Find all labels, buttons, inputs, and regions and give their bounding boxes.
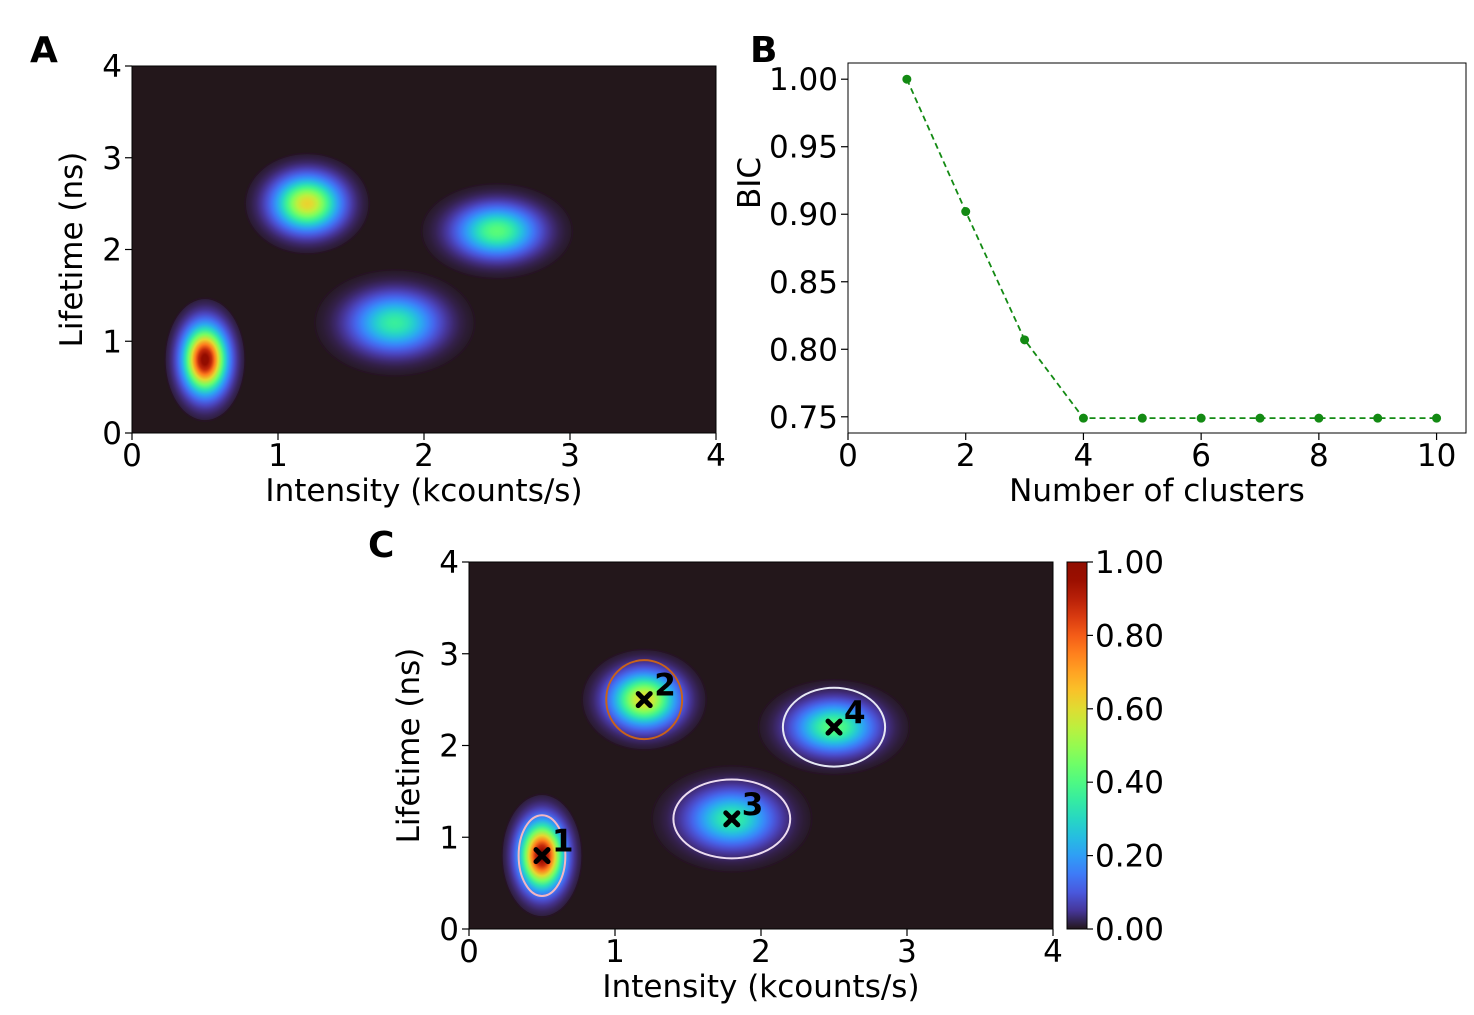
b-data-point [1078,413,1088,423]
c-y-tick-label: 3 [439,637,459,673]
panel-letter-b: B [750,30,777,71]
panel-letter-a: A [30,30,58,71]
c-density-outline [757,678,911,776]
c-density-outline [581,648,708,751]
c-colorbar-tick-label: 0.00 [1095,912,1164,948]
a-density-outline [164,297,246,422]
c-cluster-center-marker [533,847,551,865]
c-cluster-label: 4 [844,695,866,731]
b-x-tick-label: 2 [956,438,976,474]
c-colorbar-tick-label: 0.40 [1095,765,1164,801]
b-y-tick-label: 0.90 [769,197,838,233]
c-x-tick-label: 4 [1043,934,1063,970]
b-y-tick-label: 0.80 [769,332,838,368]
b-x-tick-label: 4 [1074,438,1094,474]
b-x-tick-label: 8 [1309,438,1329,474]
a-density-blob [422,184,572,278]
b-data-point [1314,413,1324,423]
b-x-axis-label: Number of clusters [1009,473,1305,509]
b-x-tick-label: 6 [1191,438,1211,474]
c-density-outline [501,793,583,918]
c-cluster-label: 1 [552,824,574,860]
c-y-axis-label: Lifetime (ns) [391,648,427,844]
c-x-tick-label: 1 [605,934,625,970]
a-x-tick-label: 3 [560,438,580,474]
a-y-tick-label: 4 [102,49,122,85]
panel-b: B 0 2 4 6 8 10 0.75 0.80 0.85 0.90 0.95 1.00 Number … [732,30,1467,509]
b-data-point [1196,413,1206,423]
b-y-axis-label: BIC [732,157,768,209]
b-data-point [961,207,971,217]
c-colorbar-tick-label: 0.20 [1095,839,1164,875]
a-y-tick-label: 3 [102,141,122,177]
c-cluster-label: 2 [654,668,676,704]
c-density-outline [651,765,813,873]
a-density-outline [314,269,476,377]
b-y-tick-label: 0.75 [769,400,838,436]
a-density-outline [420,182,574,280]
c-x-axis-label: Intensity (kcounts/s) [602,969,919,1005]
panel-a: A 0 1 2 3 4 0 1 2 3 4 Intensity (kcounts/s) Lifetim… [30,30,726,509]
a-x-tick-label: 4 [706,438,726,474]
a-density-blob [165,299,245,421]
c-axes: 0 1 2 3 4 0 1 2 3 4 Intensity (kcounts/s) Lifetime … [391,545,1063,1005]
c-y-tick-label: 0 [439,912,459,948]
a-x-tick-label: 0 [122,438,142,474]
c-x-tick-label: 2 [751,934,771,970]
a-x-tick-label: 1 [268,438,288,474]
a-density-blob [245,154,369,254]
c-cluster-ellipse [605,659,684,741]
c-cluster-label: 3 [742,787,764,823]
c-colorbar-tick-label: 0.80 [1095,618,1164,654]
b-data-point [1373,413,1383,423]
b-data-point [902,74,912,84]
a-x-axis-label: Intensity (kcounts/s) [265,473,582,509]
b-data-point [1432,413,1442,423]
b-x-tick-label: 10 [1417,438,1456,474]
a-y-tick-label: 1 [102,324,122,360]
c-cluster-ellipse [672,778,792,860]
b-axes-frame [847,62,1467,434]
b-data-point [1020,335,1030,345]
a-axes: 0 1 2 3 4 0 1 2 3 4 Intensity (kcounts/s) Lifetime … [54,49,726,509]
b-y-tick-label: 0.95 [769,130,838,166]
c-cluster-center-marker [635,691,653,709]
panel-c: C 0 1 2 3 4 0 1 2 3 4 Intensity (kcounts/s) Lifetim… [368,525,1164,1005]
a-x-tick-label: 2 [414,438,434,474]
panel-letter-c: C [368,525,394,566]
c-cluster-center-marker [723,810,741,828]
c-y-tick-label: 4 [439,545,459,581]
a-density-outline [244,152,371,255]
c-y-tick-label: 2 [439,729,459,765]
c-colorbar [1066,561,1088,930]
a-density-blob [315,270,474,376]
c-cluster-ellipse [517,814,567,897]
b-data-point [1137,413,1147,423]
a-y-axis-label: Lifetime (ns) [54,152,90,348]
c-x-tick-label: 3 [897,934,917,970]
c-colorbar-tick-label: 1.00 [1095,545,1164,581]
b-x-tick-label: 0 [838,438,858,474]
a-y-tick-label: 0 [102,416,122,452]
a-y-tick-label: 2 [102,233,122,269]
c-x-tick-label: 0 [459,934,479,970]
b-y-tick-label: 1.00 [769,62,838,98]
b-data-point [1255,413,1265,423]
b-series-line [906,78,1437,420]
c-cluster-center-marker [825,718,843,736]
c-y-tick-label: 1 [439,820,459,856]
a-density-blobs [164,152,574,422]
c-cluster-ellipse [781,686,887,768]
c-colorbar-tick-label: 0.60 [1095,692,1164,728]
b-y-tick-label: 0.85 [769,265,838,301]
